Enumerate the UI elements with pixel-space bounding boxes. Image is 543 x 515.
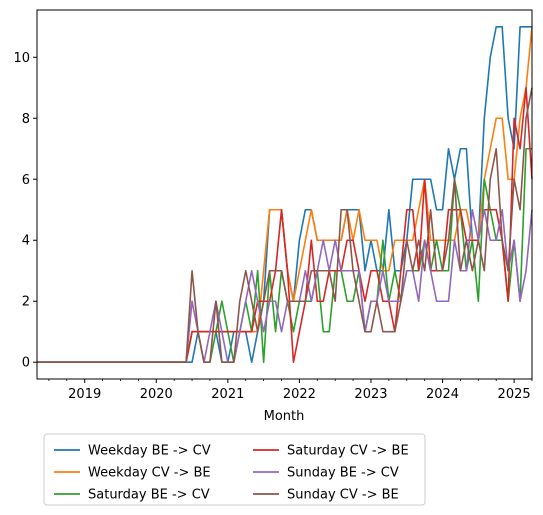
series-layer — [37, 25, 533, 364]
legend-label: Weekday CV -> BE — [88, 466, 211, 481]
x-tick-label: 2025 — [498, 387, 531, 402]
x-axis: 2019 2020 2021 2022 2023 2024 2025 — [48, 379, 533, 402]
series-line-6 — [37, 87, 533, 364]
x-axis-title: Month — [264, 409, 305, 424]
y-tick-label: 4 — [22, 234, 30, 249]
x-tick-label: 2024 — [426, 387, 459, 402]
legend-label: Sunday CV -> BE — [287, 488, 399, 503]
plot-frame — [36, 9, 533, 380]
x-tick-label: 2020 — [140, 387, 173, 402]
x-tick-label: 2023 — [354, 387, 387, 402]
legend-label: Saturday BE -> CV — [88, 488, 210, 503]
series-line-4 — [37, 86, 533, 364]
legend: Weekday BE -> CV Weekday CV -> BE Saturday… — [43, 433, 426, 506]
y-tick-label: 8 — [22, 112, 30, 127]
legend-label: Sunday BE -> CV — [287, 466, 399, 481]
x-tick-label: 2019 — [68, 387, 101, 402]
legend-label: Saturday CV -> BE — [287, 444, 409, 459]
y-tick-label: 6 — [22, 173, 30, 188]
legend-box — [43, 433, 426, 506]
y-tick-label: 2 — [22, 295, 30, 310]
x-tick-label: 2021 — [211, 387, 244, 402]
y-tick-label: 0 — [22, 356, 30, 371]
series-line-5 — [37, 208, 533, 364]
y-axis: 0 2 4 6 8 10 — [13, 51, 37, 371]
legend-label: Weekday BE -> CV — [88, 444, 211, 459]
y-tick-label: 10 — [13, 51, 30, 66]
x-tick-label: 2022 — [283, 387, 316, 402]
